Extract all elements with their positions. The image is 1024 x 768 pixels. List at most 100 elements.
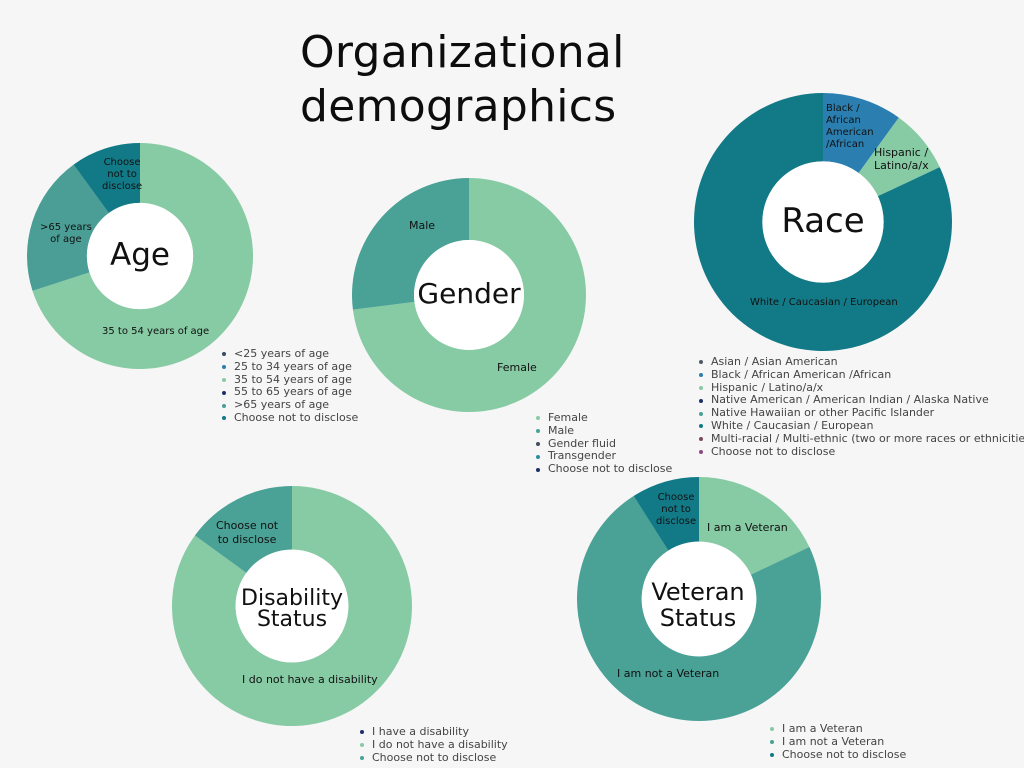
veteran-slice-choose-not-to-disclose: [633, 477, 699, 551]
disability-chart-title: Disability Status: [241, 586, 343, 632]
gender-chart-title: Gender: [417, 277, 521, 310]
age-segment-label: Choose not to disclose: [102, 157, 143, 192]
gender-legend-swatch: [536, 467, 540, 472]
race-slice-hispanic-latino-a-x: [858, 117, 940, 197]
disability-legend-label: I have a disability: [372, 725, 469, 738]
veteran-legend-item: I am a Veteran: [770, 722, 906, 736]
age-segment-label: 35 to 54 years of age: [102, 326, 210, 337]
veteran-donut-chart: [577, 477, 821, 721]
gender-legend-label: Male: [548, 423, 575, 437]
veteran-chart-title: Veteran Status: [651, 578, 745, 632]
veteran-legend-label: Choose not to disclose: [782, 747, 907, 761]
disability-segment-label: I do not have a disability: [242, 673, 378, 686]
race-legend-item: Multi-racial / Multi-ethnic (two or more…: [699, 432, 1024, 446]
race-legend-item: Hispanic / Latino/a/x: [699, 380, 1024, 395]
race-legend-item: Choose not to disclose: [699, 445, 1024, 459]
gender-legend-label: Female: [548, 411, 588, 424]
veteran-legend-label: I am a Veteran: [782, 722, 863, 735]
race-segment-label: White / Caucasian / European: [750, 297, 898, 308]
disability-legend-label: Choose not to disclose: [372, 750, 497, 764]
race-legend-item: Black / African American /African: [699, 367, 1024, 382]
gender-legend-label: Gender fluid: [548, 436, 616, 450]
veteran-legend-swatch: [770, 752, 774, 757]
disability-slice-i-do-not-have-a-disability: [171, 486, 412, 726]
age-legend: <25 years of age 25 to 34 years of age 35 …: [222, 347, 358, 425]
veteran-legend-item: I am not a Veteran: [770, 734, 906, 749]
race-legend-swatch: [699, 398, 703, 403]
age-legend-swatch: [222, 352, 226, 357]
gender-legend-swatch: [536, 416, 540, 421]
race-legend-item: Native Hawaiian or other Pacific Islande…: [699, 406, 1024, 420]
race-legend-label: Native American / American Indian / Alas…: [711, 393, 989, 407]
race-legend-item: Asian / Asian American: [699, 355, 1024, 369]
race-legend-label: Black / African American /African: [711, 367, 892, 381]
veteran-slice-i-am-not-a-veteran: [577, 495, 821, 721]
age-legend-item: 35 to 54 years of age: [222, 373, 358, 387]
race-legend-item: Native American / American Indian / Alas…: [699, 394, 1024, 407]
race-donut-hole: [762, 161, 884, 283]
age-slice-choose-not-to-disclose: [73, 143, 140, 214]
gender-legend-item: Choose not to disclose: [536, 462, 673, 476]
disability-legend-swatch: [360, 730, 364, 735]
gender-legend-label: Choose not to disclose: [548, 462, 673, 476]
gender-legend-swatch: [536, 429, 540, 434]
gender-legend-item: Female: [536, 411, 672, 425]
disability-legend-swatch: [360, 743, 364, 748]
race-segment-label: Black / African American/African: [826, 103, 874, 150]
veteran-legend-item: Choose not to disclose: [770, 747, 907, 762]
race-legend-swatch: [699, 360, 703, 365]
age-chart-title: Age: [110, 237, 170, 273]
veteran-legend: I am a Veteran I am not a Veteran Choose n…: [770, 722, 907, 762]
gender-segment-label: Female: [497, 361, 537, 374]
age-legend-item: <25 years of age: [222, 347, 358, 361]
age-donut-chart: [26, 143, 254, 369]
age-legend-swatch: [222, 365, 226, 370]
gender-legend-label: Transgender: [548, 449, 617, 463]
page-title-line-2: demographics: [300, 81, 617, 132]
gender-legend: Female Male Gender fluid Transgender Choose …: [536, 411, 673, 476]
gender-slice-male: [352, 178, 469, 310]
race-slice-black-african-american-african: [823, 93, 899, 173]
page-title: Organizational demographics: [300, 26, 660, 134]
race-legend-swatch: [699, 424, 703, 429]
disability-legend-item: I have a disability: [360, 725, 508, 739]
age-legend-item: 25 to 34 years of age: [222, 359, 358, 374]
race-legend-swatch: [699, 437, 703, 442]
veteran-legend-swatch: [770, 740, 774, 745]
gender-segment-label: Male: [409, 219, 436, 232]
disability-legend: I have a disability I do not have a disab…: [360, 725, 508, 764]
age-donut-hole: [86, 202, 194, 310]
gender-legend-item: Male: [536, 423, 672, 438]
age-legend-label: 55 to 65 years of age: [234, 385, 352, 399]
age-slice-65-years-of-age: [26, 164, 109, 291]
disability-segment-label: Choose not to disclose: [216, 519, 279, 546]
race-segment-label: Hispanic / Latino/a/x: [874, 146, 929, 172]
gender-legend-item: Gender fluid: [536, 436, 672, 451]
veteran-legend-label: I am not a Veteran: [782, 734, 885, 748]
disability-legend-item: I do not have a disability: [360, 738, 508, 752]
veteran-slice-i-am-a-veteran: [699, 477, 810, 575]
age-legend-swatch: [222, 390, 226, 395]
gender-donut-hole: [414, 240, 524, 350]
gender-legend-swatch: [536, 454, 540, 459]
gender-legend-item: Transgender: [536, 450, 672, 463]
veteran-segment-label: I am not a Veteran: [617, 667, 720, 680]
page-title-line-1: Organizational: [300, 27, 625, 78]
race-chart-title: Race: [781, 201, 865, 241]
veteran-donut-hole: [641, 541, 757, 657]
disability-donut-hole: [235, 549, 349, 663]
race-legend-item: White / Caucasian / European: [699, 419, 1024, 433]
age-legend-swatch: [222, 377, 226, 382]
race-legend-swatch: [699, 449, 703, 454]
veteran-segment-label: I am a Veteran: [707, 521, 788, 534]
age-segment-label: >65 years of age: [40, 222, 92, 245]
race-legend-label: Native Hawaiian or other Pacific Islande…: [711, 406, 935, 420]
disability-slice-choose-not-to-disclose: [194, 486, 292, 573]
age-slice-35-to-54-years-of-age: [32, 143, 254, 369]
race-legend-label: Hispanic / Latino/a/x: [711, 380, 824, 394]
age-legend-label: 25 to 34 years of age: [234, 359, 352, 373]
race-legend-swatch: [699, 385, 703, 390]
race-legend-label: Asian / Asian American: [711, 355, 838, 368]
race-legend-swatch: [699, 411, 703, 416]
age-legend-item: Choose not to disclose: [222, 411, 358, 425]
